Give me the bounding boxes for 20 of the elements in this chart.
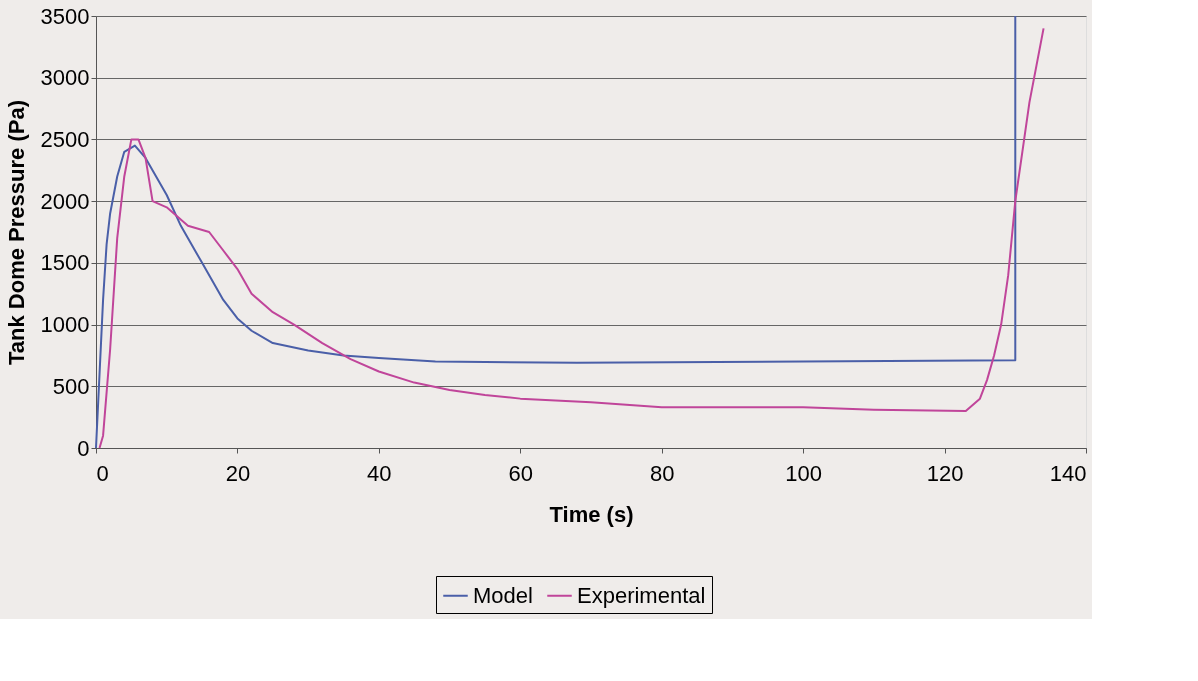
y-tick-label: 2500 [40, 126, 90, 152]
y-tick-label: 0 [77, 435, 90, 461]
x-tick-label: 0 [96, 460, 109, 486]
legend-label: Experimental [577, 582, 706, 608]
x-tick-label: 40 [367, 460, 392, 486]
x-tick-label: 20 [225, 460, 251, 486]
x-tick-label: 80 [649, 460, 675, 486]
x-axis-title: Time (s) [549, 501, 634, 527]
x-tick-label: 60 [508, 460, 534, 486]
y-tick-label: 1000 [40, 312, 90, 338]
y-tick-label: 3000 [40, 65, 90, 91]
y-tick-label: 1500 [40, 250, 90, 276]
y-tick-label: 500 [52, 373, 90, 399]
x-tick-label: 140 [1049, 460, 1087, 486]
legend-label: Model [473, 582, 533, 608]
x-tick-label: 120 [926, 460, 964, 486]
y-axis-title: Tank Dome Pressure (Pa) [3, 100, 29, 365]
x-tick-label: 100 [785, 460, 822, 486]
y-tick-label: 2000 [40, 188, 90, 214]
y-tick-label: 3500 [40, 3, 90, 29]
